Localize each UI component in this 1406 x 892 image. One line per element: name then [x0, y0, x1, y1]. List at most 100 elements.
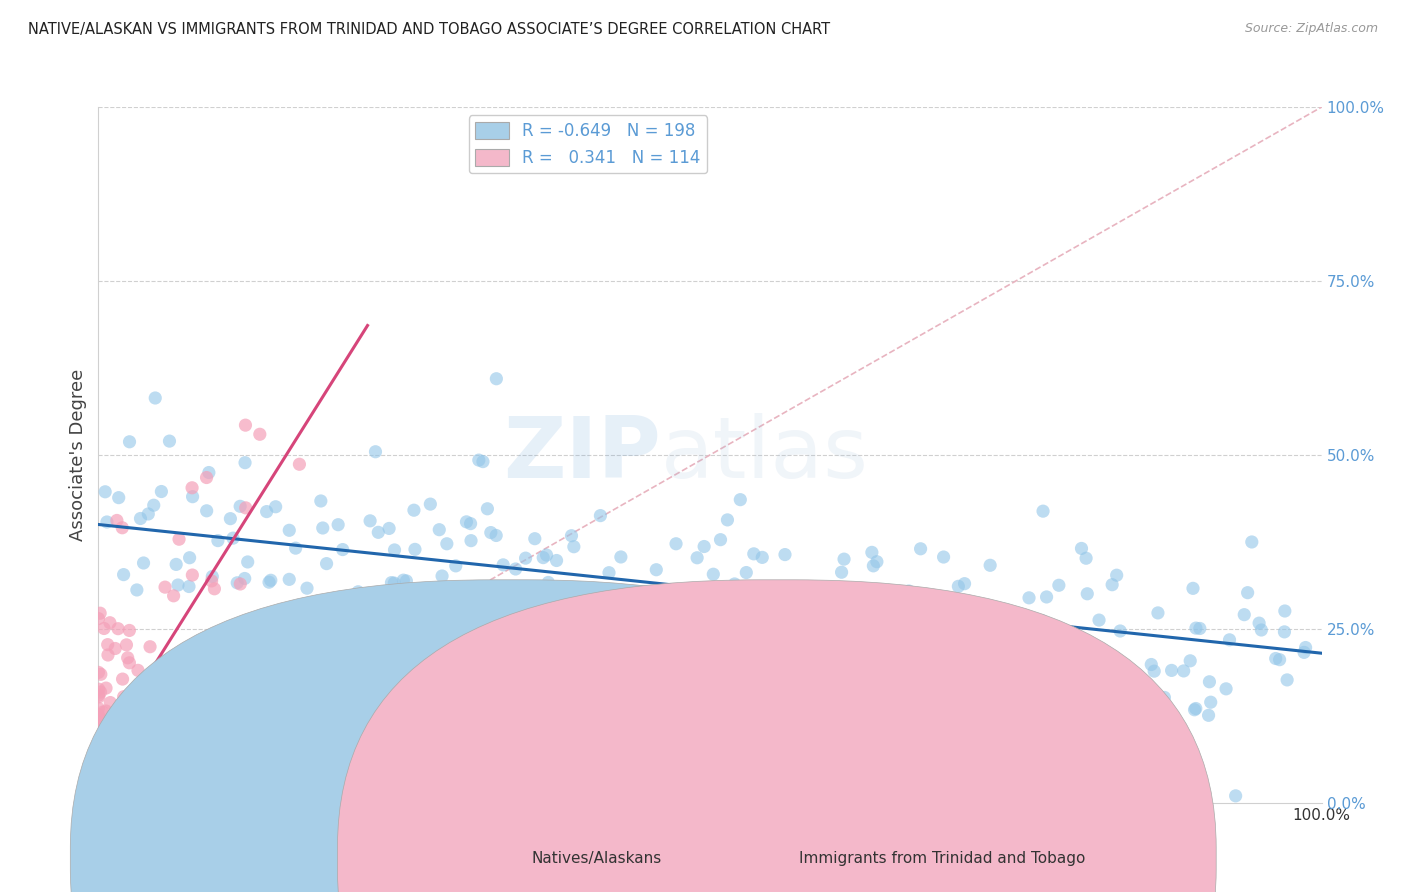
Legend: R = -0.649   N = 198, R =   0.341   N = 114: R = -0.649 N = 198, R = 0.341 N = 114 [468, 115, 707, 173]
Point [1233, 607, 1256, 622]
Point [536, 548, 558, 562]
Point [105, 513, 128, 527]
Point [894, 609, 917, 624]
Point [1268, 653, 1291, 667]
Point [87, 761, 110, 775]
Point [723, 577, 745, 591]
Point [89, 789, 111, 803]
Point [315, 557, 337, 571]
Point [610, 604, 633, 618]
Point [131, 746, 153, 760]
Point [742, 547, 765, 561]
Point [90, 724, 112, 739]
Point [278, 524, 301, 538]
Point [87, 759, 110, 773]
Point [482, 654, 505, 668]
Point [479, 525, 502, 540]
Point [249, 427, 271, 442]
Point [1019, 644, 1042, 658]
Point [1088, 613, 1111, 627]
Point [1101, 577, 1123, 591]
Point [87, 690, 110, 704]
Point [1035, 590, 1057, 604]
Point [468, 453, 491, 467]
Point [1225, 789, 1247, 803]
Point [364, 444, 387, 458]
Point [1198, 708, 1220, 723]
Point [560, 529, 582, 543]
Point [100, 785, 122, 799]
Point [93, 789, 115, 803]
Point [515, 551, 537, 566]
Text: ZIP: ZIP [503, 413, 661, 497]
Point [118, 434, 141, 449]
Point [1070, 541, 1092, 556]
Point [89, 739, 111, 753]
Text: atlas: atlas [661, 413, 869, 497]
Point [100, 738, 122, 752]
Point [98, 789, 121, 803]
Point [395, 574, 418, 588]
Point [87, 737, 110, 751]
Point [485, 372, 508, 386]
Point [195, 470, 218, 484]
Point [129, 511, 152, 525]
Point [1143, 664, 1166, 678]
Point [709, 533, 731, 547]
Point [136, 507, 159, 521]
Point [226, 575, 249, 590]
Point [820, 583, 842, 598]
Point [87, 789, 110, 803]
Point [598, 566, 620, 580]
Point [107, 491, 129, 505]
Point [773, 548, 796, 562]
Point [114, 740, 136, 755]
Point [96, 789, 118, 803]
Point [1074, 551, 1097, 566]
Point [233, 456, 256, 470]
Point [98, 789, 121, 803]
Point [87, 771, 110, 785]
Point [87, 718, 110, 732]
Point [766, 605, 789, 619]
Point [1199, 695, 1222, 709]
Point [195, 504, 218, 518]
Point [100, 789, 122, 803]
Point [117, 650, 139, 665]
Point [111, 672, 134, 686]
Point [359, 514, 381, 528]
Point [1218, 632, 1240, 647]
Point [1240, 535, 1263, 549]
Point [96, 515, 118, 529]
Point [531, 550, 554, 565]
Point [711, 602, 734, 616]
Point [91, 705, 114, 719]
Point [314, 597, 336, 611]
Point [460, 516, 482, 531]
Point [1160, 664, 1182, 678]
Point [150, 484, 173, 499]
Point [207, 533, 229, 548]
Point [120, 716, 142, 731]
Point [112, 719, 135, 733]
Point [1031, 614, 1053, 628]
Point [98, 780, 121, 795]
Point [87, 612, 110, 626]
Text: Immigrants from Trinidad and Tobago: Immigrants from Trinidad and Tobago [799, 852, 1085, 866]
Point [186, 657, 208, 671]
Point [862, 611, 884, 625]
Point [1198, 674, 1220, 689]
Point [831, 566, 853, 580]
Point [727, 607, 749, 622]
Point [181, 568, 204, 582]
Point [1147, 606, 1170, 620]
Point [860, 545, 883, 559]
Point [626, 648, 648, 662]
Point [866, 555, 889, 569]
Point [90, 730, 112, 744]
Point [960, 615, 983, 629]
Point [924, 647, 946, 661]
Point [811, 607, 834, 621]
Point [235, 418, 257, 433]
Point [141, 706, 163, 720]
